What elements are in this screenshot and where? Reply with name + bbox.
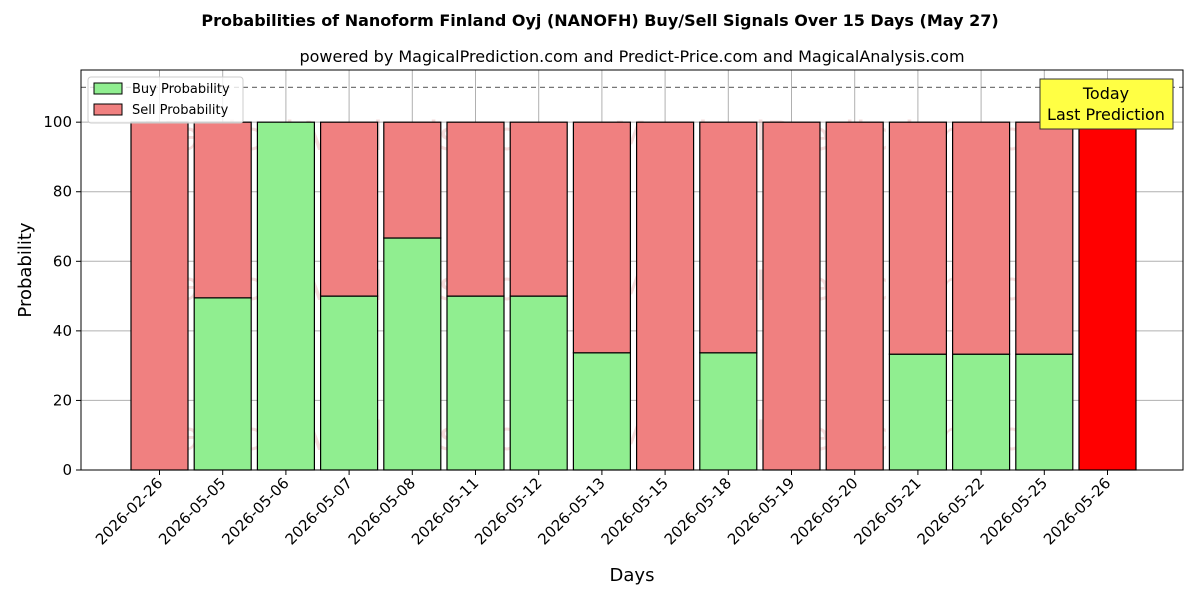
x-tick-label: 2026-05-19 bbox=[724, 474, 798, 548]
legend-label-buy: Buy Probability bbox=[132, 82, 230, 97]
today-annotation: Today Last Prediction bbox=[1039, 78, 1174, 130]
bar-buy bbox=[1015, 353, 1074, 471]
bar-sell bbox=[699, 121, 758, 354]
x-tick-label: 2026-05-08 bbox=[345, 474, 419, 548]
bar-sell bbox=[193, 121, 252, 299]
y-tick-label: 20 bbox=[53, 391, 72, 409]
annotation-box bbox=[1039, 78, 1174, 130]
chart-title: Probabilities of Nanoform Finland Oyj (N… bbox=[201, 11, 998, 30]
bar-buy bbox=[951, 353, 1011, 471]
x-tick-label: 2026-05-11 bbox=[408, 474, 482, 548]
legend-box bbox=[87, 76, 244, 124]
bar-sell bbox=[446, 121, 505, 297]
x-tick-label: 2026-05-15 bbox=[598, 474, 672, 548]
x-tick-label: 2026-05-05 bbox=[155, 474, 229, 548]
bar-buy bbox=[699, 352, 758, 471]
x-tick-label: 2026-05-07 bbox=[282, 474, 356, 548]
x-tick-label: 2026-05-18 bbox=[661, 474, 735, 548]
bar-buy bbox=[572, 352, 632, 471]
bar-buy bbox=[256, 121, 315, 471]
x-axis: 2026-02-262026-05-052026-05-062026-05-07… bbox=[92, 470, 1114, 548]
bar-sell bbox=[130, 121, 189, 471]
x-tick-label: 2026-02-26 bbox=[92, 474, 166, 548]
bar-sell bbox=[383, 121, 442, 239]
bars bbox=[130, 121, 1137, 471]
legend-swatch-buy bbox=[93, 82, 123, 95]
x-tick-label: 2026-05-21 bbox=[850, 474, 924, 548]
bar-sell bbox=[572, 121, 632, 354]
x-tick-label: 2026-05-12 bbox=[471, 474, 545, 548]
x-axis-label: Days bbox=[610, 565, 655, 586]
bar-sell bbox=[888, 121, 948, 355]
bar-buy bbox=[320, 295, 379, 471]
bar-buy bbox=[193, 297, 252, 471]
annotation-line2: Last Prediction bbox=[1047, 105, 1165, 124]
bar-sell bbox=[1078, 121, 1137, 471]
plot-frame bbox=[80, 69, 1184, 471]
y-tick-label: 60 bbox=[53, 252, 72, 270]
x-tick-label: 2026-05-25 bbox=[977, 474, 1051, 548]
x-tick-label: 2026-05-26 bbox=[1040, 474, 1114, 548]
y-tick-label: 40 bbox=[53, 322, 72, 340]
legend: Buy Probability Sell Probability bbox=[87, 76, 244, 124]
bar-sell bbox=[825, 121, 884, 471]
bar-buy bbox=[509, 295, 568, 471]
y-axis-label: Probability bbox=[15, 222, 36, 317]
bar-sell bbox=[1015, 121, 1074, 355]
y-tick-label: 0 bbox=[62, 461, 72, 479]
annotation-line1: Today bbox=[1082, 84, 1129, 103]
legend-swatch-sell bbox=[93, 103, 123, 116]
bar-sell bbox=[509, 121, 568, 297]
bar-sell bbox=[635, 121, 695, 471]
bar-sell bbox=[320, 121, 379, 297]
chart-subtitle: powered by MagicalPrediction.com and Pre… bbox=[299, 47, 964, 66]
x-tick-label: 2026-05-06 bbox=[218, 474, 292, 548]
x-tick-label: 2026-05-20 bbox=[787, 474, 861, 548]
y-tick-label: 80 bbox=[53, 183, 72, 201]
bar-buy bbox=[888, 353, 948, 471]
x-tick-label: 2026-05-22 bbox=[914, 474, 988, 548]
bar-sell bbox=[951, 121, 1011, 355]
bar-buy bbox=[446, 295, 505, 471]
bar-sell bbox=[762, 121, 821, 471]
legend-label-sell: Sell Probability bbox=[132, 103, 229, 118]
y-axis: 0 20 40 60 80 100 bbox=[43, 113, 81, 479]
y-tick-label: 100 bbox=[43, 113, 72, 131]
x-tick-label: 2026-05-13 bbox=[534, 474, 608, 548]
bar-buy bbox=[383, 237, 442, 471]
